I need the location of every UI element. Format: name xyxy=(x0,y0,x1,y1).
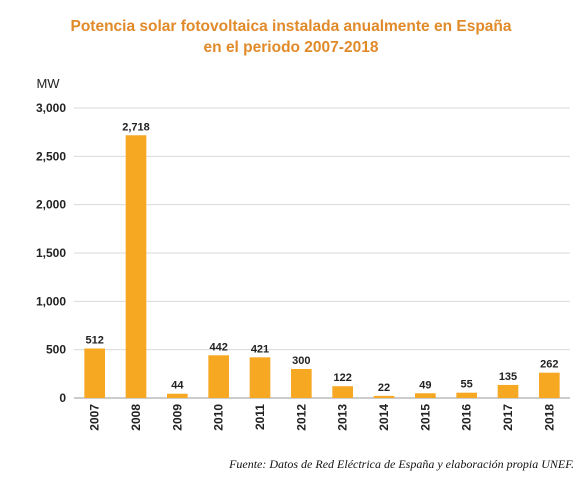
bar-2013 xyxy=(332,386,353,398)
y-axis-ticks: 0 500 1,000 1,500 2,000 2,500 3,000 xyxy=(36,101,66,405)
value-label-2017: 135 xyxy=(499,371,517,383)
source-note: Fuente: Datos de Red Eléctrica de España… xyxy=(229,457,574,471)
chart-title-line-1: Potencia solar fotovoltaica instalada an… xyxy=(70,18,512,35)
y-axis-label: MW xyxy=(36,76,60,91)
bar-2008 xyxy=(125,135,147,398)
x-tick-label-2007: 2007 xyxy=(88,404,102,431)
x-tick-label-2018: 2018 xyxy=(542,404,556,431)
y-tick-label: 1,000 xyxy=(36,294,66,308)
chart-title: Potencia solar fotovoltaica instalada an… xyxy=(0,16,582,58)
value-label-2010: 442 xyxy=(209,341,227,353)
x-tick-label-2013: 2013 xyxy=(336,404,350,431)
x-tick-label-2012: 2012 xyxy=(294,404,308,431)
bar-2011 xyxy=(249,357,271,398)
x-axis-ticks: 2007 2008 2009 2010 2011 2012 2013 2014 2015 2016… xyxy=(88,404,557,431)
value-label-2011: 421 xyxy=(251,343,269,355)
bar-2015 xyxy=(415,393,436,398)
value-label-2018: 262 xyxy=(540,359,558,371)
bar-2016 xyxy=(456,392,477,398)
value-label-2014: 22 xyxy=(378,382,390,394)
value-label-2013: 122 xyxy=(333,372,351,384)
bar-2018 xyxy=(539,372,560,398)
bar-2014 xyxy=(373,395,395,398)
x-tick-label-2008: 2008 xyxy=(129,404,143,431)
value-label-2016: 55 xyxy=(461,379,473,391)
value-label-2007: 512 xyxy=(85,335,103,347)
x-tick-label-2015: 2015 xyxy=(418,404,432,431)
y-tick-label: 2,500 xyxy=(36,149,66,163)
x-tick-label-2014: 2014 xyxy=(377,404,391,431)
value-label-2009: 44 xyxy=(171,380,184,392)
bars xyxy=(84,135,560,398)
x-tick-label-2011: 2011 xyxy=(253,404,267,430)
chart-title-line-2: en el periodo 2007-2018 xyxy=(203,39,379,56)
y-tick-label: 0 xyxy=(59,391,66,405)
x-tick-label-2010: 2010 xyxy=(212,404,226,431)
y-tick-label: 2,000 xyxy=(36,198,66,212)
value-labels: 512 2,718 44 442 421 300 122 22 49 55 135 262 xyxy=(85,121,558,394)
x-tick-label-2017: 2017 xyxy=(501,404,515,431)
value-label-2008: 2,718 xyxy=(122,121,150,133)
x-tick-label-2016: 2016 xyxy=(460,404,474,431)
x-tick-label-2009: 2009 xyxy=(170,404,184,431)
y-tick-label: 500 xyxy=(46,343,66,357)
bar-2012 xyxy=(291,369,312,398)
bar-2010 xyxy=(208,355,229,398)
value-label-2012: 300 xyxy=(292,355,310,367)
value-label-2015: 49 xyxy=(419,379,431,391)
bar-2009 xyxy=(167,393,188,398)
gridlines xyxy=(74,107,570,399)
y-tick-label: 3,000 xyxy=(36,101,66,115)
bar-2017 xyxy=(497,384,519,398)
bar-2007 xyxy=(84,348,105,398)
y-tick-label: 1,500 xyxy=(36,246,66,260)
